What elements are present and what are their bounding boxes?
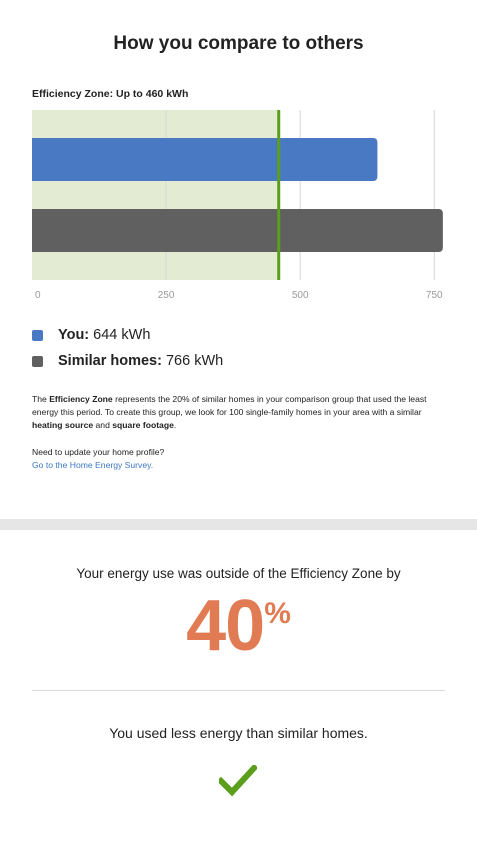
home-energy-survey-link[interactable]: Go to the Home Energy Survey [32,460,151,470]
legend-label-you: You: [58,327,90,343]
x-tick-label-250: 250 [158,290,175,301]
efficiency-zone-band [32,110,279,280]
legend-item-you: You: 644 kWh [32,327,150,343]
legend-value-similar: 766 kWh [165,353,224,369]
x-tick-label-750: 750 [426,290,443,301]
chart-title: Efficiency Zone: Up to 460 kWh [32,88,189,100]
result-divider [32,690,445,691]
efficiency-zone-description: The Efficiency Zone represents the 20% o… [32,394,427,430]
legend-label-similar: Similar homes: [58,353,162,369]
term-square-footage: square footage [112,420,174,430]
bar-you [32,138,378,181]
percent-value: 40 [186,586,265,666]
term-heating-source: heating source [32,420,94,430]
update-profile-prompt: Need to update your home profile? [32,447,165,457]
page-title: How you compare to others [113,33,364,54]
legend-swatch-you [32,329,43,341]
legend-item-similar: Similar homes: 766 kWh [32,353,223,369]
percent-outside-zone: 40% [0,585,477,667]
update-profile-section: Need to update your home profile? Go to … [32,447,165,470]
comparison-bar-chart: 0 250 500 750 [32,110,443,301]
x-tick-label-500: 500 [292,290,309,301]
section-divider [0,519,477,530]
bar-you-edge [32,138,38,181]
usage-summary: You used less energy than similar homes. [109,725,368,741]
x-tick-label-0: 0 [35,290,41,301]
percent-sign: % [264,597,291,630]
efficiency-result-headline: Your energy use was outside of the Effic… [76,566,401,581]
check-icon [219,765,257,797]
legend-swatch-similar [32,355,43,367]
bar-similar-homes-edge [32,209,38,252]
bar-similar-homes [32,209,443,252]
legend-value-you: 644 kWh [93,327,151,343]
term-efficiency-zone: Efficiency Zone [49,394,113,404]
